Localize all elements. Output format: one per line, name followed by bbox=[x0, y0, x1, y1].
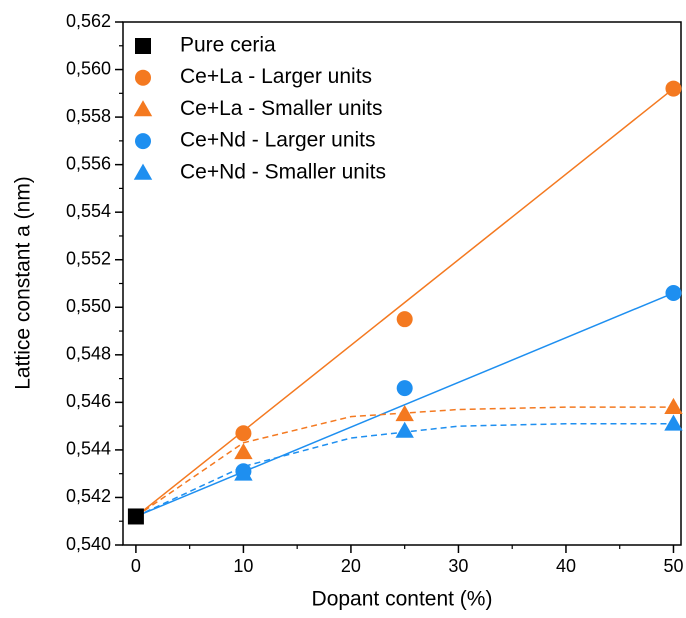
y-tick-label: 0,546 bbox=[66, 391, 111, 411]
legend-marker bbox=[133, 163, 153, 180]
legend-marker bbox=[133, 100, 153, 117]
fit-line bbox=[135, 292, 674, 518]
y-axis-label: Lattice constant a (nm) bbox=[12, 176, 35, 390]
marker-triangle bbox=[664, 414, 683, 431]
legend-text: Ce+Nd - Larger units bbox=[180, 129, 376, 152]
marker-triangle bbox=[395, 405, 414, 422]
legend-text: Pure ceria bbox=[180, 34, 276, 57]
marker-circle bbox=[396, 380, 413, 397]
marker-circle bbox=[665, 285, 682, 302]
marker-square bbox=[127, 508, 144, 525]
marker-circle bbox=[396, 311, 413, 328]
y-tick-label: 0,548 bbox=[66, 344, 111, 364]
y-tick-label: 0,558 bbox=[66, 106, 111, 126]
marker-triangle bbox=[395, 421, 414, 438]
x-tick-label: 50 bbox=[663, 556, 683, 576]
marker-triangle bbox=[234, 464, 253, 481]
legend-marker bbox=[135, 133, 151, 150]
y-tick-label: 0,552 bbox=[66, 248, 111, 268]
legend-marker bbox=[135, 38, 151, 54]
y-tick-label: 0,554 bbox=[66, 201, 111, 221]
marker-circle bbox=[665, 80, 682, 97]
x-tick-label: 10 bbox=[233, 556, 253, 576]
y-tick-label: 0,540 bbox=[66, 534, 111, 554]
x-tick-label: 20 bbox=[341, 556, 361, 576]
y-tick-label: 0,542 bbox=[66, 486, 111, 506]
marker-triangle bbox=[234, 443, 253, 460]
fit-line bbox=[135, 87, 674, 518]
x-axis-label: Dopant content (%) bbox=[312, 588, 493, 611]
legend-marker bbox=[135, 69, 151, 86]
legend-text: Ce+Nd - Smaller units bbox=[180, 160, 386, 183]
marker-triangle bbox=[664, 397, 683, 415]
x-tick-label: 0 bbox=[131, 556, 141, 576]
legend-text: Ce+La - Smaller units bbox=[180, 97, 383, 120]
x-tick-label: 40 bbox=[556, 556, 576, 576]
y-tick-label: 0,560 bbox=[66, 58, 111, 78]
marker-circle bbox=[235, 425, 252, 442]
y-tick-label: 0,562 bbox=[66, 11, 111, 31]
y-tick-label: 0,544 bbox=[66, 439, 111, 459]
legend-text: Ce+La - Larger units bbox=[180, 65, 372, 88]
y-tick-label: 0,550 bbox=[66, 296, 111, 316]
y-tick-label: 0,556 bbox=[66, 153, 111, 173]
x-tick-label: 30 bbox=[448, 556, 468, 576]
